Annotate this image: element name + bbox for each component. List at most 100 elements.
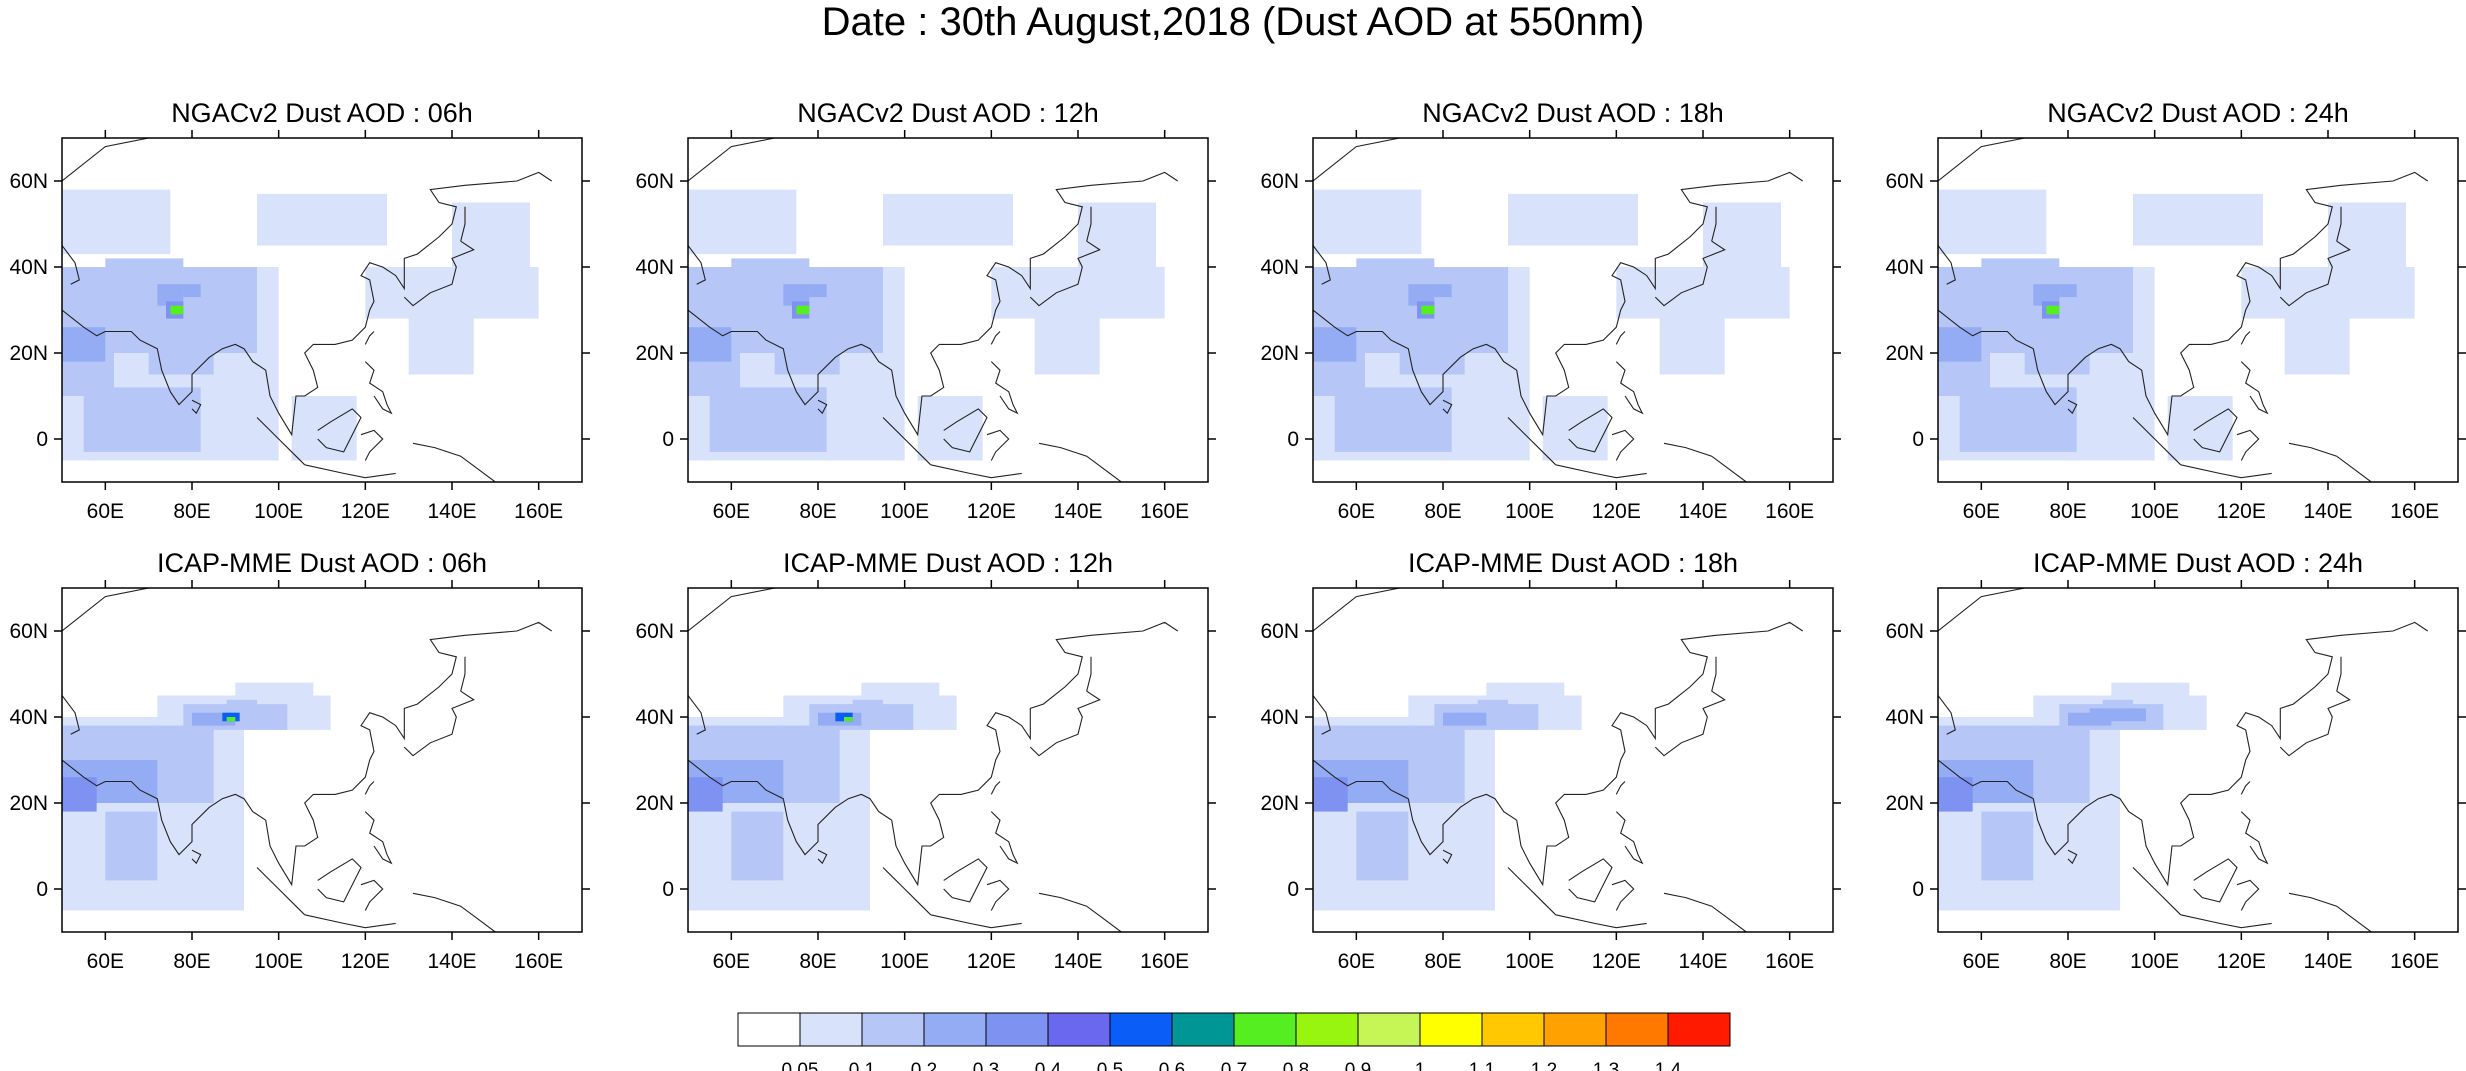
panel-title: NGACv2 Dust AOD : 12h [797,98,1099,128]
lon-tick-label: 120E [2217,500,2266,523]
colorbar-box [985,1012,1049,1047]
aod-field [62,189,539,461]
coastlines [62,588,553,932]
aod-cell [1313,327,1357,362]
lat-tick-label: 0 [662,428,674,451]
panel-title: NGACv2 Dust AOD : 24h [2047,98,2349,128]
aod-cell [774,344,840,375]
coastline [688,138,775,182]
colorbar-box [799,1012,863,1047]
aod-cell [1938,189,2047,255]
coastline [403,240,475,307]
lon-tick-label: 80E [173,950,210,973]
coastlines [1313,138,1804,482]
coastline [1711,656,1717,692]
coastline [1615,361,1644,415]
coastline [1711,206,1717,242]
coastline [1313,695,1331,735]
coastline [256,867,306,916]
aod-field [688,682,957,911]
coastline [1659,931,1712,932]
coastline [990,361,1019,415]
lat-tick-label: 0 [1287,428,1299,451]
aod-cell [291,396,357,461]
coastline [1654,690,1726,757]
aod-cell [235,682,314,700]
aod-cell [226,717,236,722]
coastline [1615,811,1644,865]
coastline [1038,892,1122,932]
coastline [1615,781,1626,795]
coastline [403,690,475,757]
coastline [990,781,1001,795]
lon-tick-label: 160E [2390,500,2439,523]
coastline [1313,588,1400,632]
coastline [1086,206,1092,242]
coastline [1086,656,1092,692]
aod-cell [844,717,853,722]
lat-tick-label: 60N [1885,620,1924,643]
colorbar-box [1357,1012,1421,1047]
aod-cell [2089,708,2146,722]
coastline [2240,361,2269,415]
lon-tick-label: 160E [1140,950,1189,973]
lon-tick-label: 80E [173,500,210,523]
lon-tick-label: 140E [2303,500,2352,523]
lon-tick-label: 60E [87,500,124,523]
aod-field [688,189,1165,461]
coastline [1938,245,1956,285]
aod-cell [452,202,530,267]
lon-tick-label: 60E [1338,950,1375,973]
lat-tick-label: 60N [9,170,48,193]
panel-title: ICAP-MME Dust AOD : 12h [783,548,1113,578]
lat-tick-label: 60N [1260,620,1299,643]
coastline [1442,399,1453,415]
lat-tick-label: 0 [1912,428,1924,451]
lon-tick-label: 140E [427,950,476,973]
lat-tick-label: 60N [9,620,48,643]
map-panel: NGACv2 Dust AOD : 24h 60E 80E 100E 120E 140E 1… [1885,98,2466,523]
coastline [688,171,1179,437]
lat-tick-label: 40N [1885,706,1924,729]
lon-tick-label: 100E [880,500,929,523]
colorbar-box [1481,1012,1545,1047]
aod-cell [1959,387,2077,452]
lat-tick-label: 0 [36,878,48,901]
aod-cell [1356,258,1435,285]
coastline [2288,442,2372,482]
colorbar-box [1171,1012,1235,1047]
lon-tick-label: 80E [799,950,836,973]
colorbar-box [923,1012,987,1047]
coastline [364,781,375,795]
lon-tick-label: 120E [2217,950,2266,973]
aod-cell [2241,267,2415,319]
aod-cell [809,284,827,298]
lon-tick-label: 160E [1765,950,1814,973]
lat-tick-label: 20N [9,792,48,815]
lon-tick-label: 140E [1678,950,1727,973]
aod-cell [1334,387,1452,452]
aod-cell [1451,712,1478,726]
coastline [1568,858,1613,903]
lon-tick-label: 160E [514,950,563,973]
colorbar-label: 1.3 [1593,1060,1619,1071]
coastline [688,588,775,632]
main-title: Date : 30th August,2018 (Dust AOD at 550… [821,0,1645,44]
panel-title: ICAP-MME Dust AOD : 18h [1408,548,1738,578]
lon-tick-label: 120E [967,500,1016,523]
aod-cell [1508,193,1638,246]
aod-cell [62,189,171,255]
lon-tick-label: 100E [254,500,303,523]
aod-cell [2059,284,2077,298]
coastline [2193,408,2238,453]
lat-tick-label: 20N [1260,792,1299,815]
coastline [2240,331,2251,345]
colorbar-label: 1 [1415,1060,1426,1071]
lon-tick-label: 160E [514,500,563,523]
aod-cell [183,284,201,298]
coastline [2240,781,2251,795]
map-frame [61,587,583,933]
coastline [986,429,1010,461]
aod-cell [917,396,983,461]
